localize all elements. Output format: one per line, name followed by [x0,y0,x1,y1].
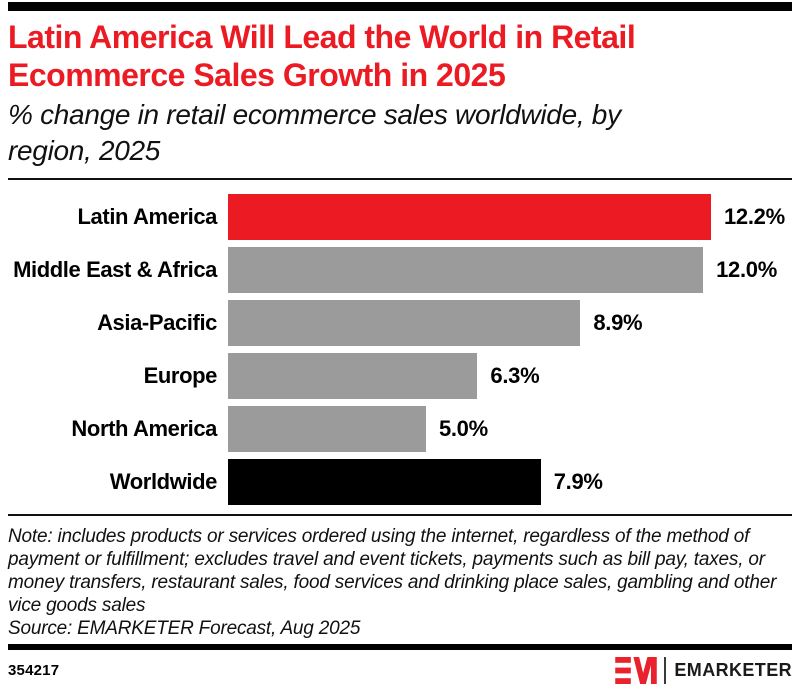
bar [228,300,581,346]
chart-row: Asia-Pacific 8.9% [8,300,792,346]
bar-category-label: Worldwide [109,469,218,494]
footnote-text: Note: includes products or services orde… [8,526,777,616]
page-title: Latin America Will Lead the World in Ret… [8,19,636,93]
chart-row: Latin America 12.2% [8,194,792,240]
bar-category-label: Asia-Pacific [97,310,217,335]
bar-category-label: Latin America [77,204,218,229]
chart-id: 354217 [8,662,60,679]
bar-value-label: 7.9% [553,469,603,494]
emarketer-logo-mark [615,657,658,684]
footer-rule [8,644,792,650]
chart-subtitle: % change in retail ecommerce sales world… [8,99,621,166]
bar-value-label: 12.0% [716,257,777,282]
bar-value-label: 6.3% [490,363,540,388]
chart-row: North America 5.0% [8,406,792,452]
bar-category-label: North America [71,416,217,441]
bar-value-label: 5.0% [438,416,488,441]
source-text: Source: EMARKETER Forecast, Aug 2025 [8,618,361,639]
emarketer-logo: EMARKETER [615,657,792,684]
chart-rows: Latin America 12.2% Middle East & Africa 12… [8,194,792,505]
bar-category-label: Middle East & Africa [13,257,217,282]
chart-row: Middle East & Africa 12.0% [8,247,792,293]
bar [228,459,541,505]
bar [228,353,478,399]
bar-value-label: 8.9% [593,310,643,335]
footer: 354217 EMARKETER [8,650,792,684]
bar [228,406,426,452]
top-rule [8,2,792,11]
bar-chart: Latin America 12.2% Middle East & Africa 12… [8,180,792,514]
bar-value-label: 12.2% [724,204,785,229]
bar [228,247,704,293]
chart-row: Europe 6.3% [8,353,792,399]
chart-row: Worldwide 7.9% [8,459,792,505]
bar-category-label: Europe [143,363,218,388]
bar [228,194,711,240]
brand-name: EMARKETER [674,660,792,680]
divider-bottom [8,514,792,516]
logo-divider [664,657,667,684]
divider-top [8,178,792,180]
